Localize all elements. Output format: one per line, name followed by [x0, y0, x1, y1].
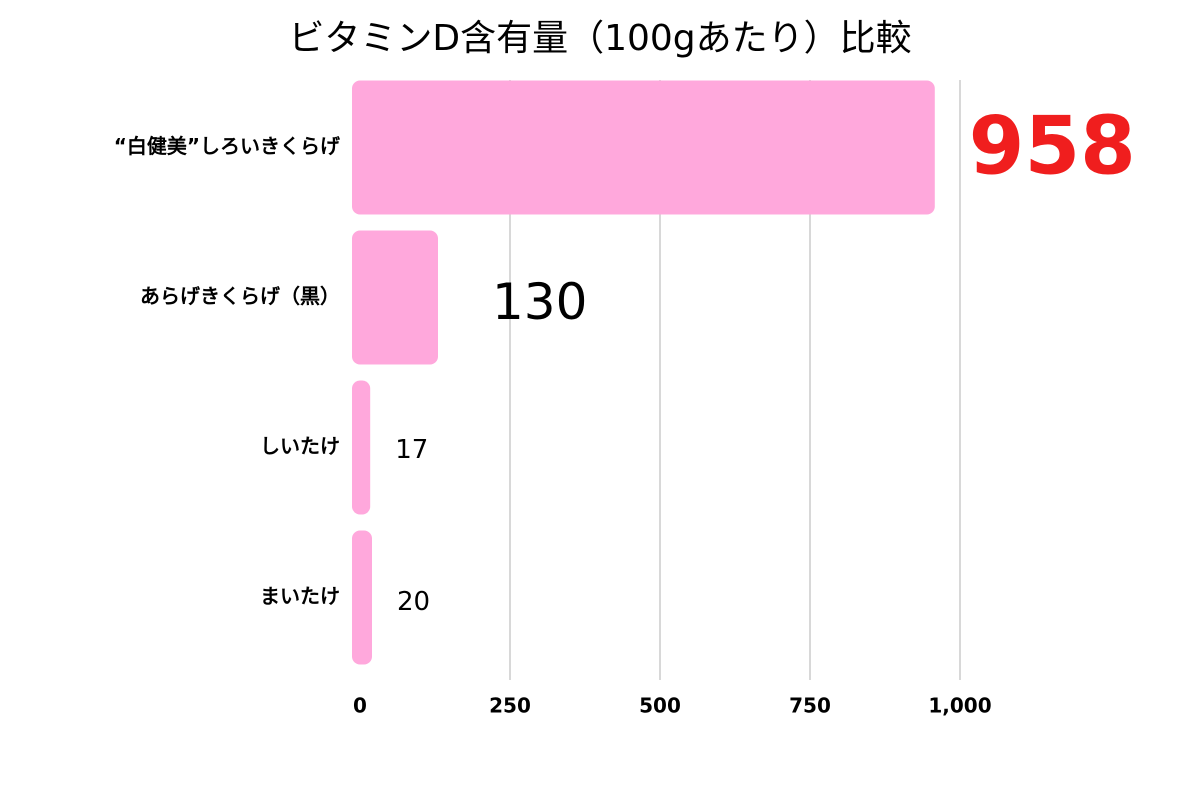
- category-label: あらげきくらげ（黒）: [140, 284, 340, 308]
- x-tick-label: 1,000: [928, 694, 991, 718]
- data-label: 958: [969, 99, 1136, 192]
- category-label: まいたけ: [260, 584, 340, 608]
- bar: [352, 230, 438, 365]
- bar: [352, 530, 372, 665]
- x-tick-label: 0: [353, 694, 367, 718]
- data-label: 130: [492, 273, 587, 331]
- chart-title: ビタミンD含有量（100gあたり）比較: [288, 18, 911, 59]
- bar: [352, 80, 935, 215]
- x-tick-label: 250: [489, 694, 531, 718]
- bar: [352, 380, 371, 515]
- data-label: 17: [395, 435, 428, 465]
- category-label: しいたけ: [260, 434, 340, 458]
- x-tick-label: 500: [639, 694, 681, 718]
- data-label: 20: [397, 587, 430, 617]
- x-tick-label: 750: [789, 694, 831, 718]
- category-label: “白健美”しろいきくらげ: [114, 134, 341, 158]
